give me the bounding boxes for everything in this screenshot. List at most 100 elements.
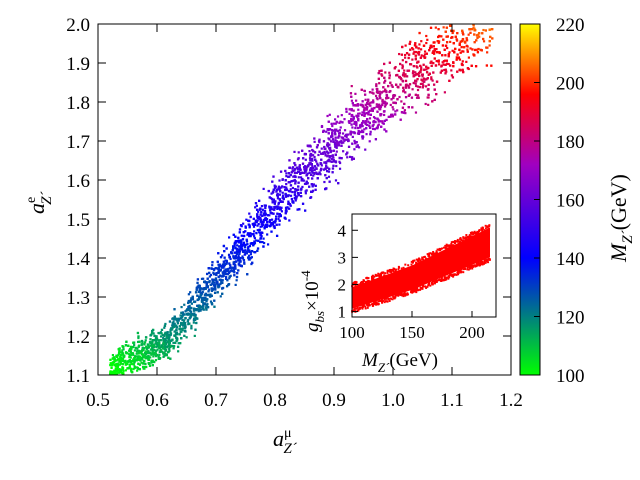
scatter-point — [147, 344, 150, 347]
scatter-point — [113, 359, 116, 363]
scatter-point — [189, 299, 192, 302]
scatter-point — [173, 322, 176, 325]
scatter-point — [242, 231, 245, 234]
scatter-point — [308, 185, 311, 188]
scatter-point — [216, 283, 219, 286]
inset-edge-point — [410, 260, 413, 263]
scatter-point — [173, 315, 176, 318]
scatter-point — [240, 265, 243, 268]
scatter-point — [425, 78, 428, 81]
scatter-point — [444, 44, 448, 47]
scatter-point — [221, 264, 224, 268]
inset-edge-point — [446, 244, 449, 247]
scatter-point — [233, 274, 236, 277]
scatter-point — [214, 266, 217, 270]
scatter-point — [144, 355, 147, 358]
scatter-point — [325, 165, 328, 168]
scatter-point — [357, 108, 360, 111]
scatter-point — [350, 109, 353, 112]
inset-x-tick-label: 200 — [459, 323, 485, 342]
scatter-point — [109, 363, 112, 367]
scatter-point — [237, 259, 240, 262]
scatter-point — [274, 219, 277, 223]
scatter-point — [385, 94, 389, 97]
scatter-point — [260, 204, 264, 208]
scatter-point — [244, 230, 247, 233]
scatter-point — [284, 169, 287, 173]
scatter-point — [237, 254, 240, 257]
scatter-point — [306, 164, 310, 168]
inset-edge-point — [440, 276, 443, 279]
scatter-point — [285, 172, 288, 175]
scatter-point — [372, 123, 375, 126]
scatter-point — [474, 48, 477, 52]
scatter-point — [176, 345, 180, 348]
scatter-point — [255, 219, 258, 222]
y-tick-label: 1.8 — [66, 93, 90, 114]
scatter-point — [237, 256, 241, 259]
inset-edge-point — [362, 304, 365, 307]
scatter-point — [329, 140, 333, 143]
scatter-point — [187, 318, 190, 322]
scatter-point — [398, 95, 401, 99]
scatter-point — [466, 50, 469, 53]
scatter-point — [129, 353, 133, 357]
scatter-point — [243, 262, 246, 265]
inset-edge-point — [422, 258, 425, 261]
scatter-point — [253, 230, 256, 233]
inset-edge-point — [390, 297, 393, 300]
scatter-point — [143, 360, 146, 363]
inset-edge-point — [443, 279, 446, 282]
scatter-point — [190, 302, 193, 305]
scatter-point — [427, 73, 430, 76]
scatter-point — [414, 111, 418, 114]
scatter-point — [461, 68, 464, 71]
scatter-point — [346, 156, 349, 159]
scatter-point — [136, 355, 139, 358]
scatter-point — [334, 129, 337, 133]
scatter-point — [421, 73, 424, 76]
scatter-point — [151, 350, 154, 353]
scatter-point — [139, 351, 142, 354]
scatter-point — [287, 189, 291, 193]
scatter-point — [330, 122, 333, 126]
inset-edge-point — [377, 272, 380, 275]
scatter-point — [433, 49, 436, 52]
scatter-point — [304, 158, 307, 161]
scatter-point — [311, 171, 314, 174]
scatter-point — [323, 150, 326, 154]
scatter-point — [317, 140, 321, 143]
scatter-point — [392, 94, 395, 97]
scatter-point — [465, 44, 468, 47]
inset-edge-point — [459, 237, 462, 240]
scatter-point — [284, 188, 287, 192]
scatter-point — [255, 204, 258, 207]
scatter-point — [301, 185, 304, 189]
scatter-point — [144, 350, 148, 353]
scatter-point — [418, 74, 421, 78]
scatter-point — [239, 248, 242, 251]
scatter-point — [217, 252, 220, 255]
scatter-point — [484, 29, 487, 32]
scatter-point — [346, 138, 350, 141]
inset-edge-point — [355, 281, 358, 284]
scatter-point — [157, 339, 160, 342]
scatter-point — [357, 118, 360, 121]
scatter-point — [109, 371, 112, 374]
scatter-point — [334, 179, 338, 182]
inset-edge-point — [470, 264, 473, 267]
y-tick-label: 1.1 — [66, 366, 90, 387]
scatter-point — [476, 36, 479, 39]
scatter-point — [268, 221, 272, 224]
scatter-point — [152, 345, 156, 349]
scatter-point — [336, 142, 339, 145]
scatter-point — [456, 70, 459, 73]
scatter-point — [315, 171, 318, 174]
scatter-point — [142, 355, 145, 358]
scatter-point — [213, 268, 216, 271]
scatter-point — [208, 275, 211, 278]
scatter-point — [345, 110, 348, 113]
scatter-point — [431, 51, 434, 54]
scatter-point — [363, 107, 366, 110]
scatter-point — [376, 89, 379, 92]
